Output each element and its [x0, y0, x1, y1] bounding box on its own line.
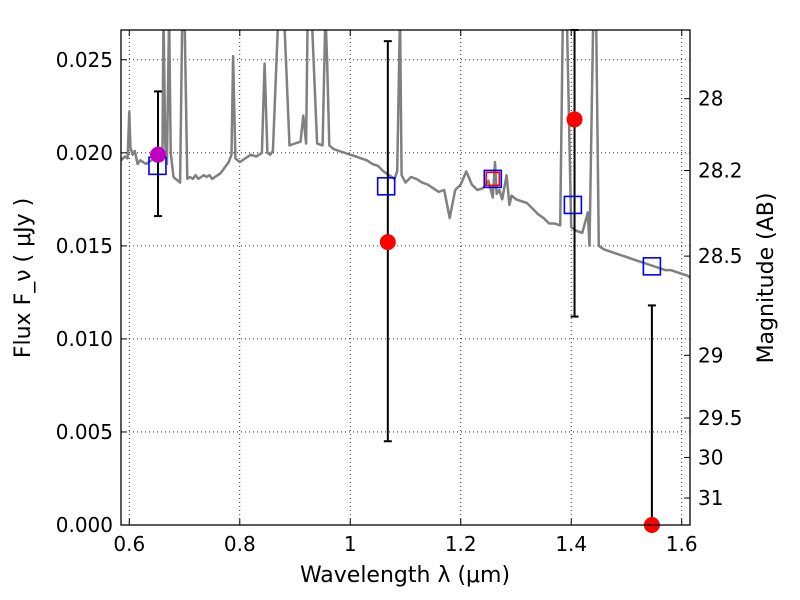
- x-tick-label: 1: [344, 532, 357, 556]
- y2-tick-label: 31: [698, 486, 723, 510]
- template-spectrum: [121, 30, 690, 279]
- y2-tick-label: 29: [698, 343, 723, 367]
- y2-axis-title: Magnitude (AB): [754, 193, 779, 364]
- x-tick-label: 0.8: [224, 532, 256, 556]
- x-axis-title: Wavelength λ (μm): [300, 563, 510, 588]
- y2-tick-label: 28: [698, 87, 723, 111]
- y-axis-title: Flux F_ν ( μJy ): [11, 198, 36, 358]
- plot-background: [121, 30, 690, 525]
- y2-tick-label: 28.2: [698, 158, 743, 182]
- axis-ticks: [121, 30, 690, 526]
- x-tick-label: 1.4: [555, 532, 587, 556]
- y2-tick-label: 30: [698, 445, 723, 469]
- x-tick-label: 1.2: [445, 532, 477, 556]
- plot-frame: [120, 29, 691, 526]
- tick-labels: 0.6 0.8 1 1.2 1.4 1.6 0.000 0.005 0.010 0.015 0.02…: [56, 48, 743, 556]
- x-tick-label: 1.6: [666, 532, 698, 556]
- y-tick-label: 0.020: [56, 141, 113, 165]
- square-marker: [563, 195, 583, 215]
- spectrum-line: [121, 30, 690, 279]
- square-marker: [376, 177, 396, 196]
- x-tick-label: 0.6: [113, 532, 145, 556]
- y2-tick-label: 29.5: [698, 406, 743, 430]
- square-marker: [483, 169, 503, 189]
- y-tick-label: 0.015: [56, 234, 113, 258]
- circle-marker: [150, 146, 167, 163]
- y-tick-label: 0.000: [56, 513, 113, 537]
- square-marker: [485, 171, 501, 187]
- y2-tick-label: 28.5: [698, 244, 743, 268]
- y-tick-label: 0.005: [56, 420, 113, 444]
- circle-marker: [379, 234, 396, 251]
- data-markers: [148, 111, 662, 533]
- circle-marker: [566, 111, 583, 128]
- square-marker: [642, 257, 662, 276]
- y-tick-label: 0.010: [56, 327, 113, 351]
- y-tick-label: 0.025: [56, 48, 113, 72]
